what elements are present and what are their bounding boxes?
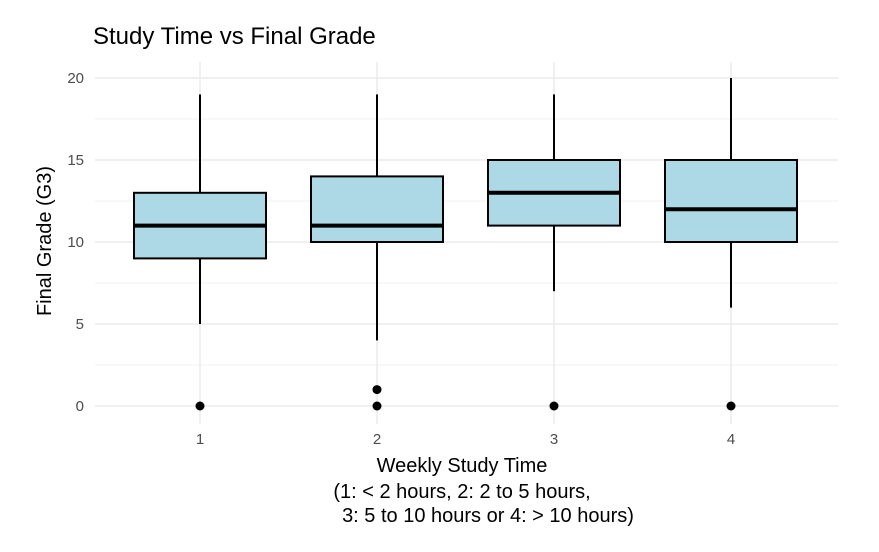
box-group-3 [487, 94, 621, 411]
x-tick-label: 2 [373, 431, 381, 448]
x-tick-labels: 1 2 3 4 [196, 431, 735, 448]
x-tick-label: 3 [550, 431, 558, 448]
iqr-box [664, 159, 798, 243]
x-axis-title-line-2: (1: < 2 hours, 2: 2 to 5 hours, [333, 481, 590, 503]
x-axis-title-line-1: Weekly Study Time [377, 455, 548, 477]
y-tick-label: 15 [67, 152, 84, 169]
y-tick-label: 10 [67, 234, 84, 251]
y-tick-label: 0 [76, 398, 84, 415]
y-tick-labels: 0 5 10 15 20 [67, 70, 84, 415]
y-tick-label: 5 [76, 316, 84, 333]
x-tick-label: 1 [196, 431, 204, 448]
outlier-point [195, 401, 205, 411]
x-tick-label: 4 [727, 431, 735, 448]
outlier-point [726, 401, 736, 411]
iqr-box [310, 175, 444, 243]
y-axis-title: Final Grade (G3) [34, 166, 56, 316]
x-axis-title-line-3: 3: 5 to 10 hours or 4: > 10 hours) [342, 505, 634, 527]
chart-title: Study Time vs Final Grade [93, 23, 376, 50]
outlier-point [372, 385, 382, 395]
outlier-point [372, 401, 382, 411]
box-group-1 [133, 94, 267, 411]
box-group-4 [664, 78, 798, 411]
box-group-2 [310, 94, 444, 411]
y-tick-label: 20 [67, 70, 84, 87]
box-series [133, 78, 798, 411]
outlier-point [549, 401, 559, 411]
